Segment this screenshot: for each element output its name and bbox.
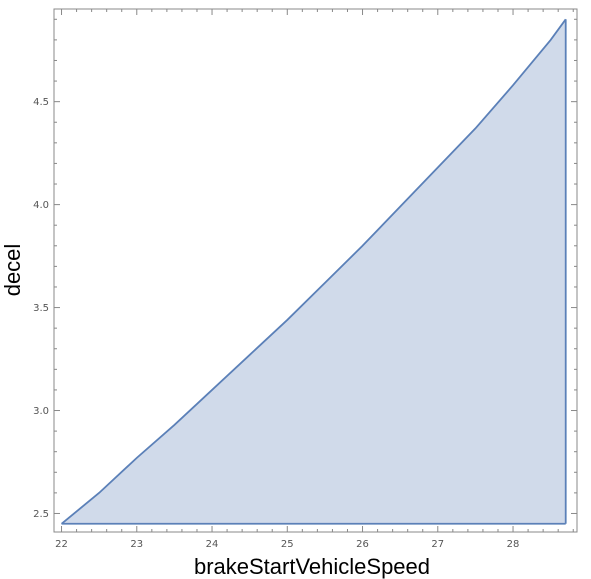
boundary-curve [60, 18, 567, 525]
tick-labels: 22 23 24 25 26 27 28 2.5 3.0 3.5 4.0 4.5 [33, 97, 519, 550]
x-tick-label: 27 [431, 539, 444, 550]
x-axis-label: brakeStartVehicleSpeed [194, 554, 430, 579]
x-tick-label: 24 [206, 539, 219, 550]
y-axis-label: decel [0, 244, 25, 297]
y-tick-label: 4.5 [33, 97, 49, 108]
x-tick-label: 28 [507, 539, 520, 550]
tick-marks [54, 9, 577, 532]
x-tick-label: 26 [356, 539, 369, 550]
y-tick-label: 3.0 [33, 406, 49, 417]
x-tick-label: 22 [55, 539, 68, 550]
x-tick-label: 23 [130, 539, 143, 550]
y-tick-label: 4.0 [33, 200, 49, 211]
y-tick-label: 2.5 [33, 509, 49, 520]
filled-region [61, 19, 566, 524]
x-tick-label: 25 [281, 539, 294, 550]
y-tick-label: 3.5 [33, 303, 49, 314]
